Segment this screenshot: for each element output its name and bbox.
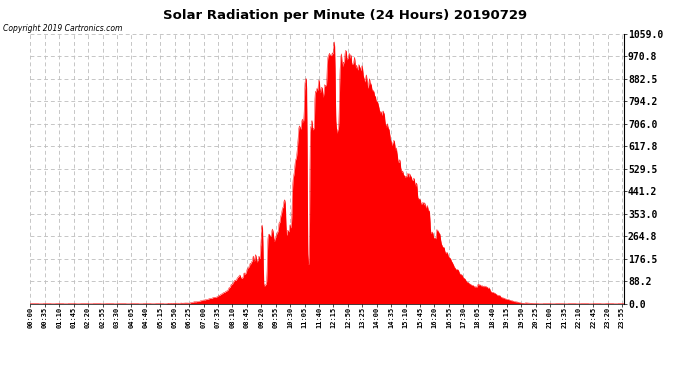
Text: Copyright 2019 Cartronics.com: Copyright 2019 Cartronics.com [3,24,123,33]
Text: Solar Radiation per Minute (24 Hours) 20190729: Solar Radiation per Minute (24 Hours) 20… [163,9,527,22]
Text: Radiation (W/m2): Radiation (W/m2) [493,25,580,34]
